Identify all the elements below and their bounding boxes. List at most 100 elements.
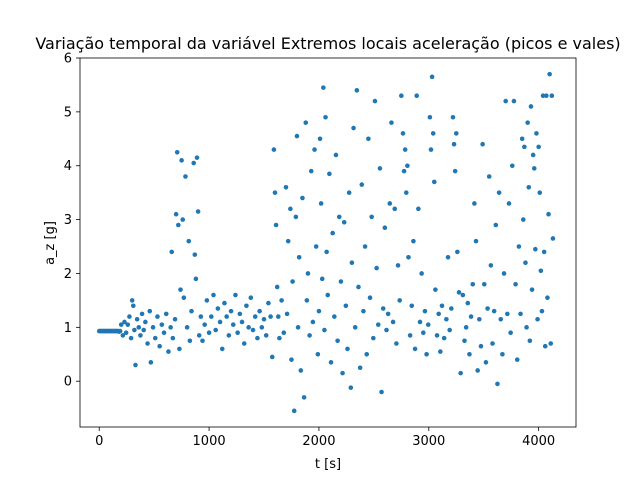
data-point xyxy=(174,149,180,155)
data-point xyxy=(356,284,361,290)
data-point xyxy=(395,263,401,268)
data-point xyxy=(118,322,124,327)
data-point xyxy=(295,325,301,330)
data-point xyxy=(511,98,517,104)
data-point xyxy=(186,238,192,244)
data-point xyxy=(275,314,281,319)
data-point xyxy=(544,93,549,99)
data-point xyxy=(425,322,431,327)
axes-layer: 0 1000 2000 3000 4000 0 1 2 3 4 5 6 xyxy=(64,52,577,449)
data-point xyxy=(340,370,345,376)
data-point xyxy=(313,244,319,249)
data-point xyxy=(369,214,374,220)
data-point xyxy=(412,346,418,352)
data-point xyxy=(375,322,381,327)
data-point xyxy=(390,319,396,325)
data-point xyxy=(230,322,236,327)
data-point xyxy=(509,163,515,169)
data-point xyxy=(315,351,321,357)
data-point xyxy=(290,279,295,284)
data-point xyxy=(202,322,207,327)
data-point xyxy=(367,295,373,301)
data-point xyxy=(168,325,173,330)
data-point xyxy=(316,308,322,314)
data-point xyxy=(414,93,420,99)
data-point xyxy=(400,131,406,136)
data-point xyxy=(537,190,543,195)
data-point xyxy=(406,255,411,260)
data-point xyxy=(257,308,262,314)
data-point xyxy=(194,155,200,160)
data-point xyxy=(152,335,158,341)
data-point xyxy=(518,311,523,317)
data-point xyxy=(422,308,428,314)
data-point xyxy=(177,346,182,352)
data-point xyxy=(431,179,437,185)
data-point xyxy=(219,346,225,352)
data-point xyxy=(312,147,317,152)
data-point xyxy=(335,338,340,344)
data-point xyxy=(486,174,492,179)
data-point xyxy=(183,174,188,179)
data-point xyxy=(250,327,256,333)
data-point xyxy=(291,408,297,414)
data-point xyxy=(305,271,311,276)
data-point xyxy=(444,316,449,322)
data-point xyxy=(252,314,258,319)
data-point xyxy=(343,303,349,309)
data-point xyxy=(281,330,287,336)
data-point xyxy=(523,260,528,266)
data-point xyxy=(271,147,277,152)
data-point xyxy=(170,335,176,341)
data-point xyxy=(298,368,304,373)
data-point xyxy=(364,351,370,357)
y-tick-label: 0 xyxy=(64,375,72,390)
data-point xyxy=(441,335,447,341)
data-point xyxy=(392,206,398,212)
data-point xyxy=(483,360,489,365)
data-point xyxy=(493,222,499,228)
data-point xyxy=(125,322,131,327)
data-point xyxy=(173,211,179,217)
data-point xyxy=(526,184,532,190)
data-point xyxy=(307,333,312,338)
data-point xyxy=(269,354,275,360)
data-point xyxy=(490,341,495,346)
data-point xyxy=(501,271,507,276)
data-point xyxy=(233,292,238,298)
data-point xyxy=(545,295,550,301)
data-point xyxy=(430,131,436,136)
data-point xyxy=(169,249,175,255)
data-point xyxy=(530,152,536,158)
data-point xyxy=(122,319,127,325)
data-point xyxy=(503,98,508,104)
data-point xyxy=(520,217,526,222)
data-point xyxy=(338,279,344,284)
data-point xyxy=(451,141,457,147)
data-point xyxy=(273,222,279,228)
data-point xyxy=(550,236,556,241)
data-point xyxy=(519,136,525,142)
y-tick-label: 1 xyxy=(64,321,72,336)
data-point xyxy=(181,295,187,301)
data-point xyxy=(357,365,363,371)
y-tick-label: 6 xyxy=(64,52,72,67)
data-point xyxy=(128,335,134,341)
data-point xyxy=(535,316,540,322)
data-point xyxy=(255,335,260,341)
data-point xyxy=(452,168,458,174)
data-point xyxy=(366,136,371,142)
data-point xyxy=(546,211,551,217)
data-point xyxy=(401,168,407,174)
data-point xyxy=(208,314,214,319)
plot-frame xyxy=(79,57,577,428)
data-point xyxy=(524,325,529,330)
data-point xyxy=(374,265,379,271)
data-point xyxy=(283,184,289,190)
data-point xyxy=(382,225,388,230)
data-point xyxy=(539,308,545,314)
data-point xyxy=(192,252,198,257)
data-point xyxy=(191,160,196,166)
data-point xyxy=(178,287,183,292)
data-point xyxy=(139,311,145,317)
